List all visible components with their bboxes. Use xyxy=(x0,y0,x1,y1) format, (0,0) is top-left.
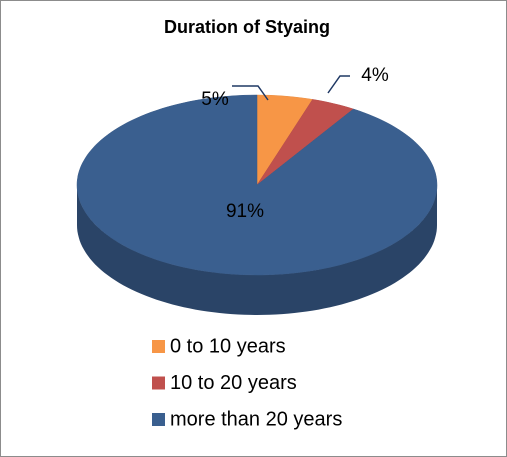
leader-line xyxy=(232,85,269,101)
legend-swatch xyxy=(152,340,165,353)
legend-label: 10 to 20 years xyxy=(170,372,297,394)
pie-slice xyxy=(256,94,314,186)
leader-line xyxy=(327,75,350,94)
chart-title: Duration of Styaing xyxy=(164,17,330,37)
pie-slice xyxy=(256,99,354,186)
legend-label: 0 to 10 years xyxy=(170,335,286,357)
pie-slice xyxy=(76,94,438,276)
pie-side xyxy=(77,185,437,315)
legend-label: more than 20 years xyxy=(170,408,342,430)
legend-swatch xyxy=(152,413,165,426)
data-label: 91% xyxy=(226,201,264,222)
data-label: 4% xyxy=(361,65,389,86)
data-label: 5% xyxy=(201,89,229,110)
legend-swatch xyxy=(152,376,165,390)
